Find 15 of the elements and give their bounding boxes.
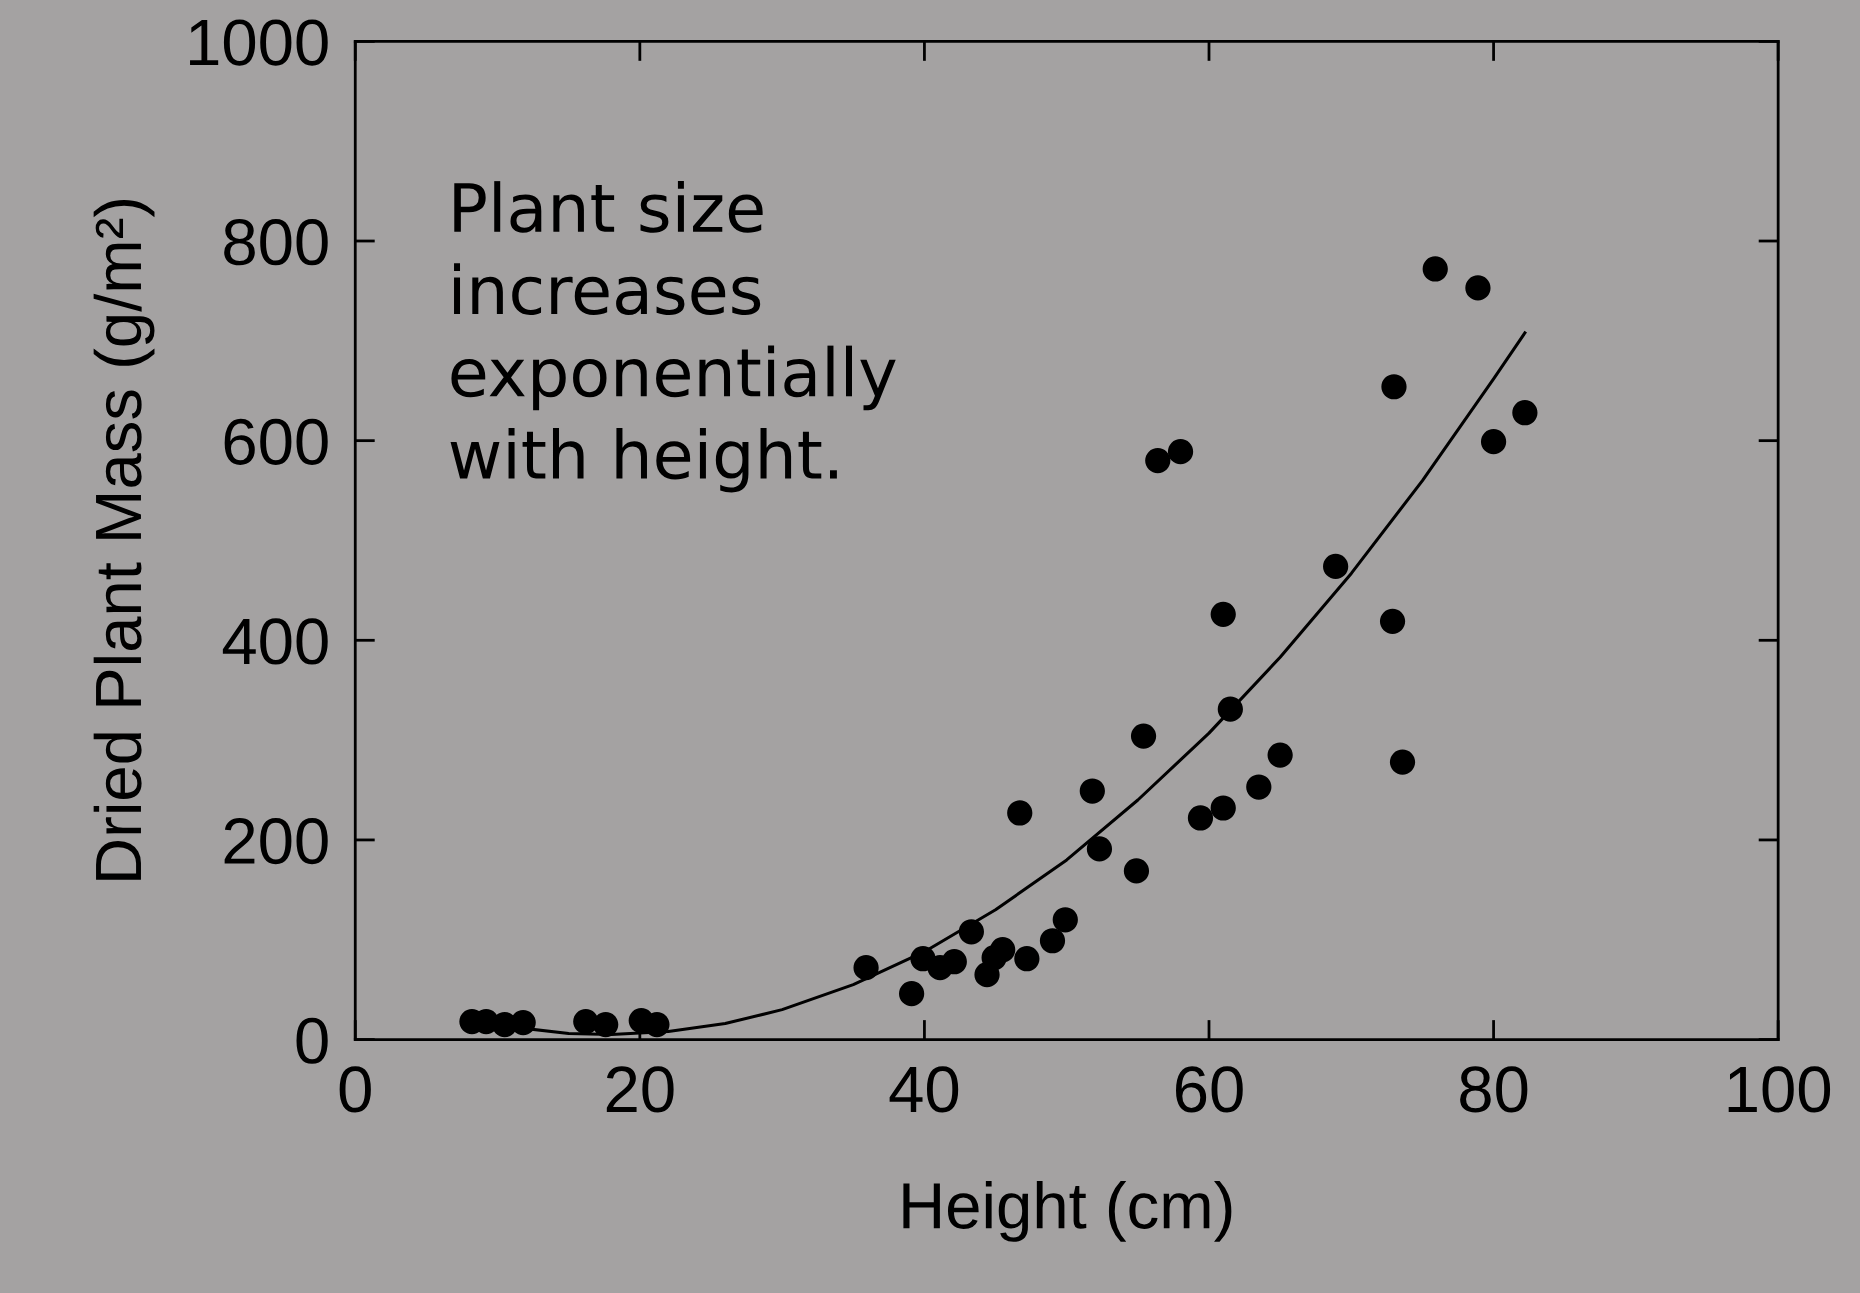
y-tick-label: 200 bbox=[224, 818, 328, 865]
y-tick-label: 600 bbox=[224, 418, 328, 465]
y-tick-label: 1000 bbox=[190, 19, 328, 66]
x-tick-label: 80 bbox=[1460, 1066, 1528, 1113]
x-tick-label: 60 bbox=[1176, 1066, 1243, 1113]
y-tick-label: 800 bbox=[224, 219, 328, 266]
x-tick-label: 20 bbox=[606, 1066, 674, 1113]
x-axis-title: Height (cm) bbox=[903, 1180, 1232, 1242]
x-tick-label: 0 bbox=[339, 1066, 371, 1113]
y-tick-label: 400 bbox=[222, 618, 328, 665]
x-tick-label: 100 bbox=[1728, 1066, 1831, 1113]
y-axis-title: Dried Plant Mass (g/m²) bbox=[93, 199, 155, 880]
annotation: Plant size increases exponentially with height. bbox=[450, 181, 896, 493]
x-tick-label: 40 bbox=[889, 1066, 959, 1113]
y-tick-label: 0 bbox=[296, 1017, 328, 1064]
